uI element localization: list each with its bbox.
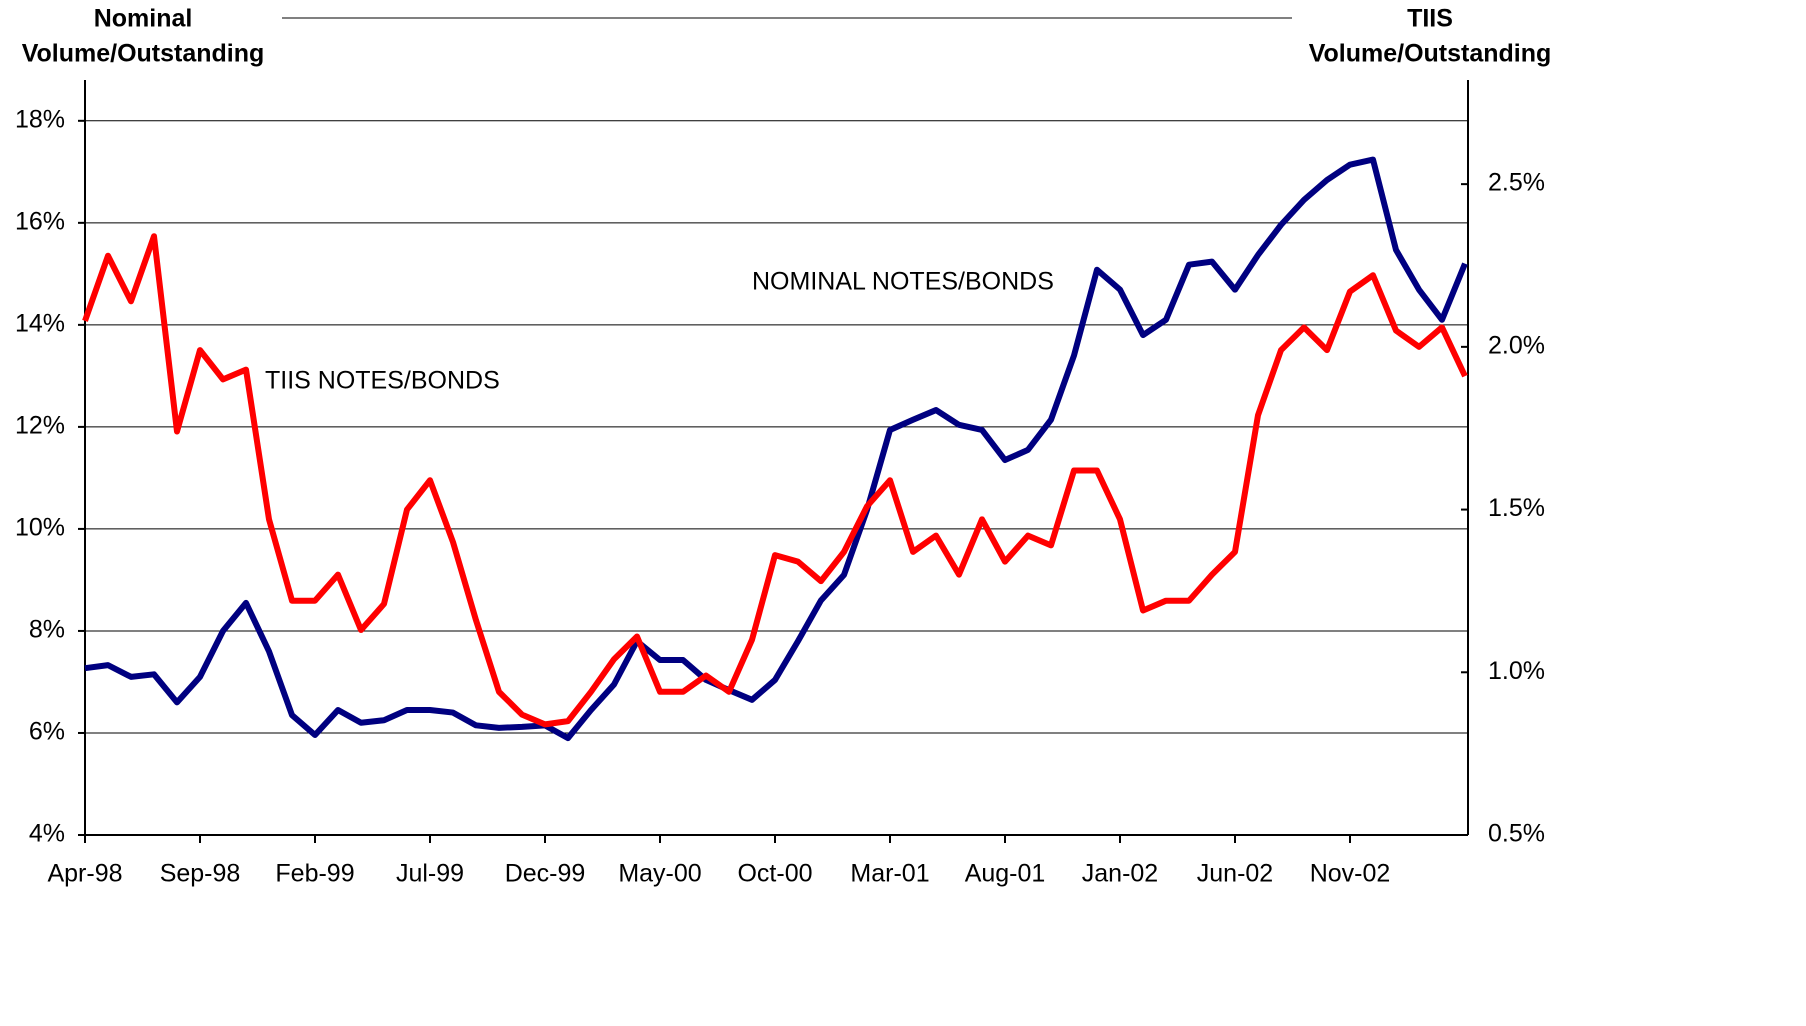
y-tick-label: 10% xyxy=(15,514,65,542)
y2-tick-label: 0.5% xyxy=(1488,820,1545,848)
y-tick-label: 8% xyxy=(29,616,65,644)
y2-axis-title: TIIS xyxy=(1407,5,1453,33)
series-annotation: TIIS NOTES/BONDS xyxy=(265,367,500,395)
y2-axis-title: Volume/Outstanding xyxy=(1309,40,1552,68)
x-tick-label: Sep-98 xyxy=(160,860,241,888)
x-tick-label: Nov-02 xyxy=(1310,860,1391,888)
x-tick-label: Aug-01 xyxy=(965,860,1046,888)
y2-tick-label: 2.0% xyxy=(1488,331,1545,359)
y2-tick-label: 2.5% xyxy=(1488,169,1545,197)
x-tick-label: Oct-00 xyxy=(737,860,812,888)
y-axis-title: Nominal xyxy=(94,5,193,33)
x-tick-label: Dec-99 xyxy=(505,860,586,888)
series-line xyxy=(84,156,1468,742)
x-tick-label: Apr-98 xyxy=(47,860,122,888)
x-tick-label: Jan-02 xyxy=(1082,860,1158,888)
y2-tick-label: 1.0% xyxy=(1488,657,1545,685)
y-tick-label: 6% xyxy=(29,718,65,746)
x-tick-label: May-00 xyxy=(618,860,701,888)
series-annotation: NOMINAL NOTES/BONDS xyxy=(752,268,1054,296)
y-tick-label: 16% xyxy=(15,207,65,235)
series-line xyxy=(82,233,1468,728)
y-axis-title: Volume/Outstanding xyxy=(22,40,265,68)
y-tick-label: 18% xyxy=(15,105,65,133)
y-tick-label: 4% xyxy=(29,820,65,848)
x-tick-label: Jul-99 xyxy=(396,860,464,888)
x-tick-label: Mar-01 xyxy=(850,860,929,888)
x-tick-label: Jun-02 xyxy=(1197,860,1273,888)
y2-tick-label: 1.5% xyxy=(1488,494,1545,522)
y-tick-label: 14% xyxy=(15,309,65,337)
y-tick-label: 12% xyxy=(15,412,65,440)
x-tick-label: Feb-99 xyxy=(275,860,354,888)
